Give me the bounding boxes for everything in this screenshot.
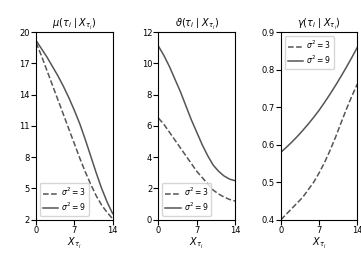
Legend: $\sigma^2 = 3$, $\sigma^2 = 9$: $\sigma^2 = 3$, $\sigma^2 = 9$	[162, 183, 212, 216]
Legend: $\sigma^2 = 3$, $\sigma^2 = 9$: $\sigma^2 = 3$, $\sigma^2 = 9$	[40, 183, 89, 216]
Legend: $\sigma^2 = 3$, $\sigma^2 = 9$: $\sigma^2 = 3$, $\sigma^2 = 9$	[285, 36, 334, 69]
Title: $\mu(\tau_i \mid X_{\tau_i})$: $\mu(\tau_i \mid X_{\tau_i})$	[52, 17, 96, 32]
X-axis label: $X_{\tau_i}$: $X_{\tau_i}$	[312, 236, 326, 251]
X-axis label: $X_{\tau_i}$: $X_{\tau_i}$	[67, 236, 82, 251]
Title: $\gamma(\tau_i \mid X_{\tau_i})$: $\gamma(\tau_i \mid X_{\tau_i})$	[297, 17, 341, 32]
X-axis label: $X_{\tau_i}$: $X_{\tau_i}$	[190, 236, 204, 251]
Title: $\vartheta(\tau_i \mid X_{\tau_i})$: $\vartheta(\tau_i \mid X_{\tau_i})$	[175, 17, 219, 32]
